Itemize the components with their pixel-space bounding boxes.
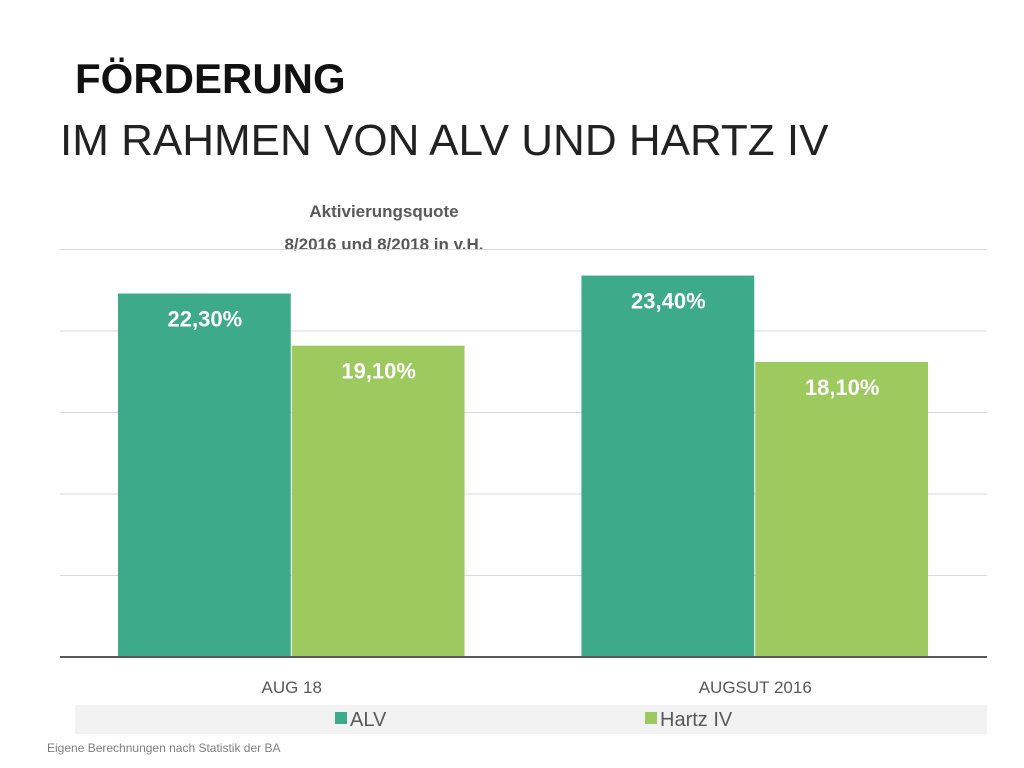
chart-title: Aktivierungsquote — [309, 202, 458, 221]
data-label: 23,40% — [631, 289, 706, 314]
legend-marker — [335, 712, 347, 724]
bar — [291, 345, 465, 657]
slide-title: FÖRDERUNG — [75, 55, 346, 102]
source-note: Eigene Berechnungen nach Statistik der B… — [47, 741, 280, 755]
legend-label: ALV — [350, 709, 387, 731]
legend-background — [75, 705, 987, 734]
bar — [581, 275, 755, 657]
chart-subtitle: 8/2016 und 8/2018 in v.H. — [284, 235, 483, 254]
bar — [755, 361, 929, 657]
x-tick-label: AUGSUT 2016 — [699, 678, 812, 697]
legend-label: Hartz IV — [660, 709, 733, 731]
x-tick-label: AUG 18 — [262, 678, 322, 697]
data-label: 19,10% — [341, 359, 416, 384]
slide-subtitle: IM RAHMEN VON ALV UND HARTZ IV — [60, 116, 829, 165]
bar — [117, 293, 291, 657]
data-label: 18,10% — [805, 375, 880, 400]
legend-marker — [645, 712, 657, 724]
data-label: 22,30% — [168, 307, 243, 332]
